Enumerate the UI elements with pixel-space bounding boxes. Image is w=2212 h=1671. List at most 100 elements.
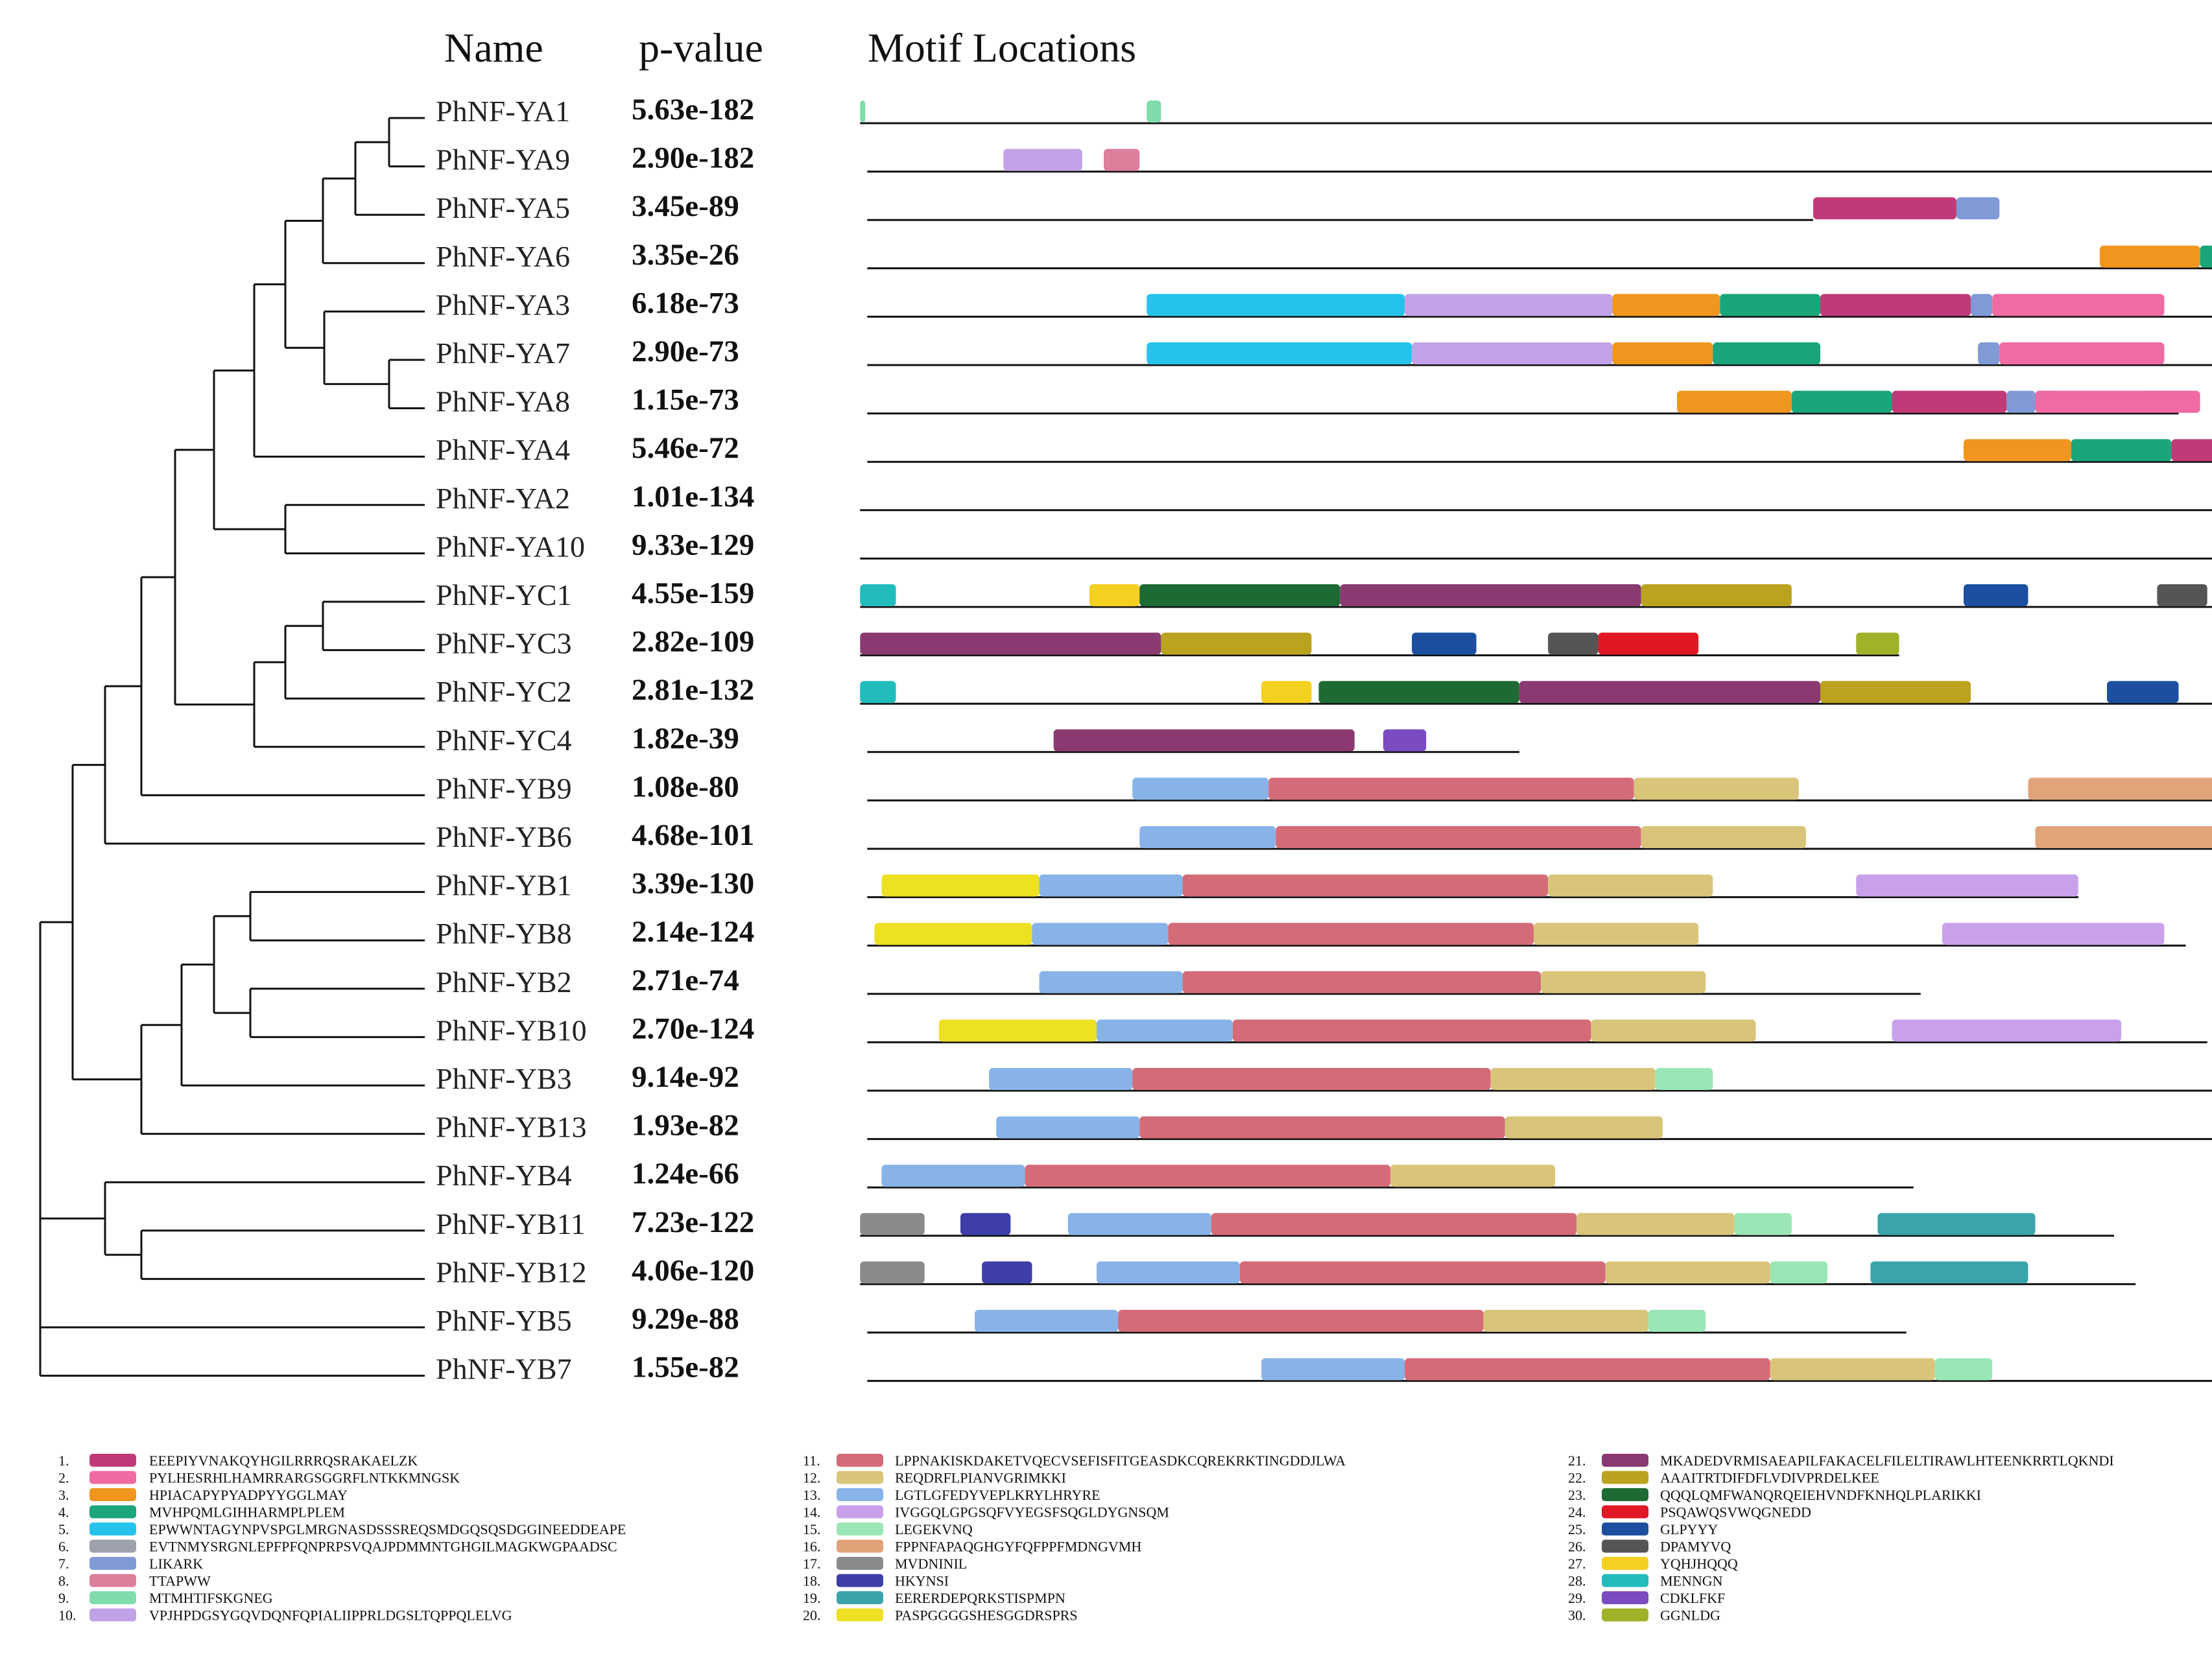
legend-swatch — [1602, 1574, 1648, 1587]
gene-name: PhNF-YA1 — [436, 95, 570, 128]
legend-number: 11. — [803, 1452, 820, 1469]
legend-swatch — [89, 1506, 136, 1519]
motif-22-box — [1161, 633, 1311, 655]
legend-number: 8. — [58, 1573, 69, 1589]
gene-pvalue: 2.70e-124 — [632, 1012, 754, 1045]
legend-item-21: 21.MKADEDVRMISAEAPILFAKACELFILELTIRAWLHT… — [1568, 1452, 2114, 1469]
legend-sequence: MENNGN — [1660, 1573, 1723, 1589]
legend-item-18: 18.HKYNSI — [803, 1573, 949, 1589]
gene-name: PhNF-YC3 — [436, 627, 572, 660]
motif-20-box — [881, 875, 1039, 897]
legend-sequence: YQHJHQQQ — [1660, 1556, 1738, 1572]
motif-11-box — [1211, 1213, 1577, 1235]
motif-25-box — [1412, 633, 1476, 655]
legend-number: 19. — [803, 1590, 821, 1606]
motif-11-box — [1405, 1358, 1770, 1381]
gene-name: PhNF-YB1 — [436, 869, 572, 902]
legend-number: 28. — [1568, 1573, 1586, 1589]
gene-row: PhNF-YB10 2.70e-124 — [436, 1012, 2207, 1047]
gene-name: PhNF-YB8 — [436, 917, 572, 950]
motif-22-box — [1641, 584, 1792, 606]
motif-12-box — [1641, 826, 1806, 848]
legend-item-11: 11.LPPNAKISKDAKETVQECVSEFISFITGEASDKCQRE… — [803, 1452, 1346, 1469]
gene-name: PhNF-YB13 — [436, 1111, 587, 1144]
gene-pvalue: 9.14e-92 — [632, 1060, 739, 1094]
motif-12-box — [1505, 1117, 1663, 1139]
legend-number: 25. — [1568, 1521, 1586, 1537]
gene-pvalue: 2.14e-124 — [632, 915, 754, 949]
motif-28-box — [860, 584, 896, 606]
legend-sequence: QQQLQMFWANQRQEIEHVNDFKNHQLPLARIKKI — [1660, 1487, 1981, 1503]
legend-swatch — [1602, 1506, 1648, 1519]
motif-17-box — [860, 1213, 924, 1235]
motif-13-box — [1132, 777, 1268, 800]
motif-2-box — [2036, 391, 2200, 413]
motif-18-box — [982, 1261, 1032, 1283]
legend-sequence: HPIACAPYPYADPYYGGLMAY — [149, 1487, 348, 1503]
motif-13-box — [989, 1068, 1132, 1090]
legend-item-27: 27. YQHJHQQQ — [1568, 1556, 1738, 1572]
gene-pvalue: 9.29e-88 — [632, 1302, 739, 1336]
motif-11-box — [1139, 1117, 1505, 1139]
gene-pvalue: 1.55e-82 — [632, 1351, 739, 1384]
motif-14-box — [1942, 923, 2165, 945]
legend-number: 27. — [1568, 1556, 1586, 1572]
motif-9-box — [1147, 101, 1161, 123]
gene-pvalue: 1.24e-66 — [632, 1157, 739, 1191]
motif-19-box — [1870, 1261, 2028, 1283]
legend-item-24: 24.PSQAWQSVWQGNEDD — [1568, 1504, 1811, 1521]
gene-name: PhNF-YA6 — [436, 240, 570, 273]
gene-pvalue: 2.82e-109 — [632, 625, 754, 659]
motif-18-box — [960, 1213, 1010, 1235]
motif-11-box — [1118, 1310, 1484, 1332]
motif-12-box — [1534, 923, 1698, 945]
gene-name: PhNF-YB10 — [436, 1013, 587, 1047]
legend-swatch — [89, 1523, 136, 1535]
legend-item-30: 30.GGNLDG — [1568, 1607, 1720, 1624]
motif-10-box — [1412, 342, 1612, 364]
legend-item-16: 16.FPPNFAPAQGHGYFQFPPFMDNGVMH — [803, 1539, 1141, 1555]
motif-15-box — [1734, 1213, 1791, 1235]
motif-15-box — [1648, 1310, 1706, 1332]
gene-pvalue: 3.45e-89 — [632, 189, 739, 223]
legend-swatch — [1602, 1540, 1648, 1553]
legend-item-25: 25.GLPYYY — [1568, 1521, 1718, 1537]
header-name: Name — [444, 25, 543, 71]
legend-item-29: 29.CDKLFKF — [1568, 1590, 1725, 1606]
motif-12-box — [1484, 1310, 1648, 1332]
motif-21-box — [1054, 729, 1355, 752]
legend-sequence: MKADEDVRMISAEAPILFAKACELFILELTIRAWLHTEEN… — [1660, 1452, 2114, 1469]
legend-number: 7. — [58, 1556, 69, 1572]
legend-item-6: 6.EVTNMYSRGNLEPFPFQNPRPSVQAJPDMMNTGHGILM… — [58, 1539, 617, 1555]
motif-13-box — [1040, 875, 1183, 897]
legend-item-12: 12.REQDRFLPIANVGRIMKKI — [803, 1470, 1066, 1486]
gene-pvalue: 2.71e-74 — [632, 964, 739, 997]
legend-swatch — [837, 1557, 883, 1570]
gene-name: PhNF-YA8 — [436, 385, 570, 418]
legend-swatch — [1602, 1591, 1648, 1604]
legend-number: 16. — [803, 1539, 821, 1555]
legend-swatch — [1602, 1471, 1648, 1484]
legend-number: 9. — [58, 1590, 69, 1606]
motif-1-box — [2171, 439, 2212, 461]
motif-30-box — [1856, 633, 1899, 655]
legend-swatch — [837, 1471, 883, 1484]
motif-13-box — [881, 1165, 1025, 1187]
gene-name: PhNF-YA7 — [436, 337, 570, 370]
motif-12-box — [1541, 971, 1706, 993]
gene-name: PhNF-YB12 — [436, 1255, 587, 1288]
legend-swatch — [89, 1574, 136, 1587]
motif-10-box — [1003, 149, 1082, 171]
gene-pvalue: 4.55e-159 — [632, 576, 754, 610]
motif-12-box — [1634, 777, 1799, 800]
legend-item-10: 10.VPJHPDGSYGQVDQNFQPIALIIPPRLDGSLTQPPQL… — [58, 1607, 512, 1624]
gene-name: PhNF-YA9 — [436, 143, 570, 176]
